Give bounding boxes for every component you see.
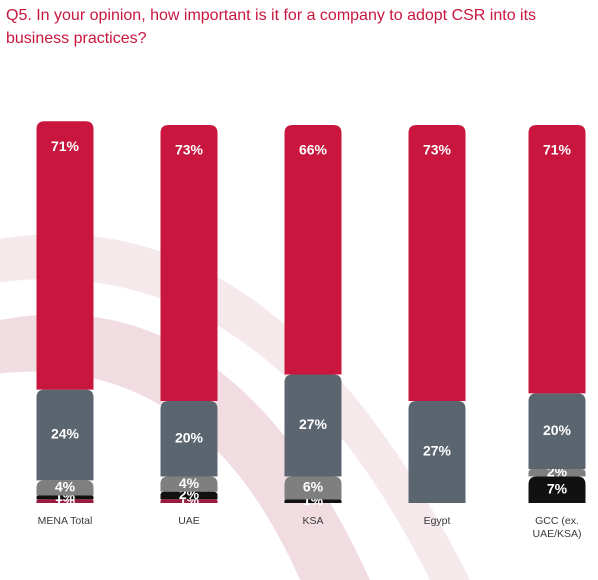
category-label: Egypt	[424, 515, 451, 527]
bar-segment	[36, 121, 94, 390]
data-label: 4%	[55, 479, 76, 495]
bar-segment	[528, 125, 586, 394]
bar-segment	[160, 491, 218, 500]
bar-segment	[408, 125, 466, 401]
bar-segment	[284, 476, 342, 500]
bar-segment	[528, 476, 586, 503]
data-label: 24%	[51, 426, 80, 442]
bar-segment	[160, 125, 218, 401]
data-label: 71%	[543, 142, 572, 158]
bar-segment	[284, 374, 342, 477]
category-label: UAE	[178, 515, 200, 527]
data-label: 73%	[175, 142, 204, 158]
category-label: GCC (ex.	[535, 515, 579, 527]
bar-segment	[36, 480, 94, 496]
bar-segment	[408, 400, 466, 503]
bar-segment	[160, 499, 218, 503]
data-label: 71%	[51, 138, 80, 154]
bar-segment	[284, 125, 342, 375]
bar-segment	[528, 468, 586, 477]
data-label: 27%	[299, 416, 328, 432]
data-label: 4%	[179, 475, 200, 491]
bar-segment	[36, 499, 94, 503]
data-label: 6%	[303, 479, 324, 495]
category-label: MENA Total	[38, 515, 93, 527]
data-label: 7%	[547, 480, 568, 496]
question-title: Q5. In your opinion, how important is it…	[6, 7, 537, 47]
data-label: 20%	[175, 429, 204, 445]
bar-segment	[528, 393, 586, 469]
category-label: KSA	[302, 515, 323, 527]
bar-segment	[160, 400, 218, 477]
bar-segment	[284, 499, 342, 503]
bar-segment	[36, 389, 94, 481]
data-label: 66%	[299, 142, 328, 158]
bar-segment	[160, 476, 218, 492]
bar-segment	[36, 495, 94, 500]
data-label: 73%	[423, 142, 452, 158]
data-label: 20%	[543, 422, 572, 438]
data-label: 27%	[423, 443, 452, 459]
category-label: UAE/KSA)	[532, 528, 581, 540]
